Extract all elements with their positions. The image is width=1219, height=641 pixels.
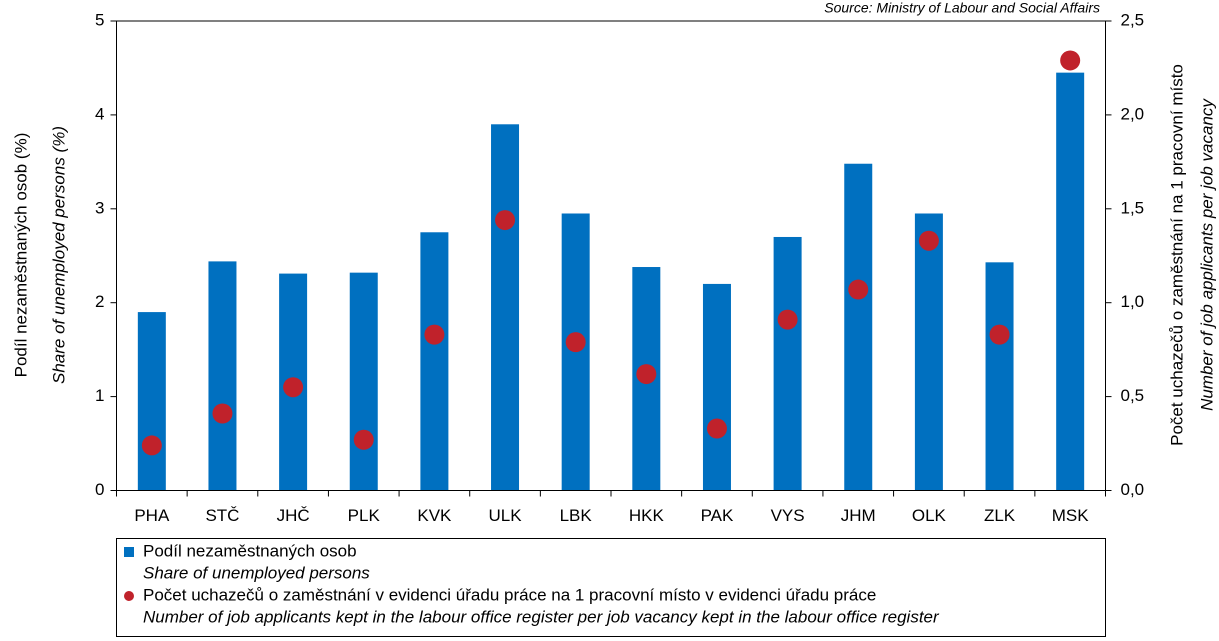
y-tick-label: 1 xyxy=(95,386,104,405)
x-tick-label: HKK xyxy=(629,506,665,525)
y-tick-label: 5 xyxy=(95,10,104,29)
dot xyxy=(353,429,374,450)
bar xyxy=(702,283,731,491)
x-tick-label: VYS xyxy=(771,506,805,525)
bar xyxy=(491,124,520,491)
legend-box xyxy=(116,538,1106,637)
dot xyxy=(495,210,516,231)
x-tick-label: PHA xyxy=(134,506,170,525)
dot xyxy=(636,364,657,385)
bar xyxy=(985,262,1014,491)
y-tick-label: 4 xyxy=(95,104,104,123)
legend-label: Počet uchazečů o zaměstnání v evidenci ú… xyxy=(143,585,876,604)
bar xyxy=(1056,72,1085,491)
x-tick-label: PLK xyxy=(348,506,381,525)
x-tick-label: JHM xyxy=(841,506,876,525)
legend-label: Number of job applicants kept in the lab… xyxy=(143,607,940,626)
y-tick-label: 3 xyxy=(95,198,104,217)
y-tick-label: 2 xyxy=(95,292,104,311)
source: Source: Ministry of Labour and Social Af… xyxy=(824,0,1100,16)
bar xyxy=(349,272,378,491)
y2-tick-label: 0,0 xyxy=(1121,480,1145,499)
bar xyxy=(137,312,166,491)
y-axis-label: Share of unemployed persons (%) xyxy=(49,126,68,384)
dot xyxy=(141,435,162,456)
y-axis-label: Podíl nezaměstnaných osob (%) xyxy=(11,133,30,378)
x-tick-label: JHČ xyxy=(277,506,310,525)
dot xyxy=(424,324,445,345)
bar xyxy=(914,213,943,491)
dot xyxy=(918,230,939,251)
x-tick-label: PAK xyxy=(701,506,734,525)
y2-tick-label: 1,5 xyxy=(1121,198,1145,217)
y-tick-label: 0 xyxy=(95,480,104,499)
x-tick-label: STČ xyxy=(205,506,239,525)
dot xyxy=(706,418,727,439)
y2-axis-label: Number of job applicants per job vacancy xyxy=(1197,98,1216,411)
bar xyxy=(208,261,237,491)
dot xyxy=(212,403,233,424)
y2-tick-label: 0,5 xyxy=(1121,386,1145,405)
dot xyxy=(989,324,1010,345)
y2-tick-label: 2,0 xyxy=(1121,104,1145,123)
x-tick-label: KVK xyxy=(417,506,452,525)
bar xyxy=(844,163,873,491)
dot xyxy=(1060,50,1081,71)
dot xyxy=(283,377,304,398)
legend-marker xyxy=(124,591,134,601)
legend-label: Share of unemployed persons xyxy=(143,563,370,582)
dot xyxy=(848,279,869,300)
legend-marker xyxy=(124,547,134,557)
x-tick-label: OLK xyxy=(912,506,947,525)
dot xyxy=(565,332,586,353)
y2-axis-label: Počet uchazečů o zaměstnání na 1 pracovn… xyxy=(1167,64,1186,446)
dot xyxy=(777,309,798,330)
x-tick-label: ZLK xyxy=(984,506,1016,525)
bar xyxy=(420,232,449,491)
bar xyxy=(773,236,802,491)
x-tick-label: LBK xyxy=(560,506,593,525)
legend-label: Podíl nezaměstnaných osob xyxy=(143,541,357,560)
y2-tick-label: 1,0 xyxy=(1121,292,1145,311)
y2-tick-label: 2,5 xyxy=(1121,10,1145,29)
x-tick-label: MSK xyxy=(1052,506,1090,525)
x-tick-label: ULK xyxy=(488,506,522,525)
